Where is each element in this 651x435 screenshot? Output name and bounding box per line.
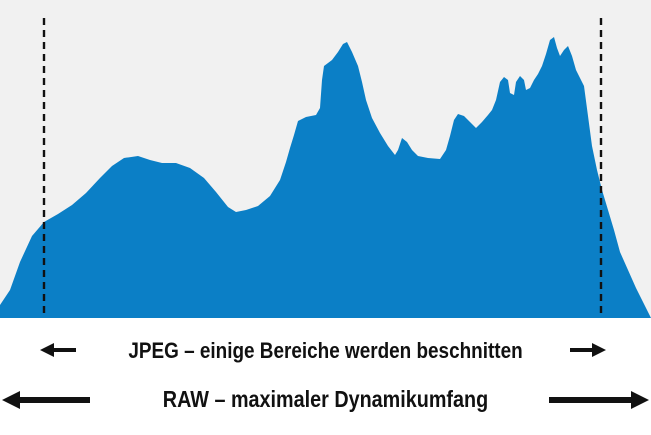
jpeg-range-row: JPEG – einige Bereiche werden beschnitte… — [0, 330, 651, 370]
histogram-shape — [0, 37, 651, 318]
range-legend: JPEG – einige Bereiche werden beschnitte… — [0, 318, 651, 435]
raw-range-row: RAW – maximaler Dynamikumfang — [0, 380, 651, 420]
jpeg-range-label: JPEG – einige Bereiche werden beschnitte… — [128, 338, 523, 363]
arrow-right-icon — [549, 391, 649, 409]
raw-range-label: RAW – maximaler Dynamikumfang — [162, 386, 489, 412]
arrow-left-icon — [2, 391, 90, 409]
arrow-right-icon — [570, 343, 606, 357]
histogram-svg — [0, 18, 651, 318]
arrow-left-icon — [40, 343, 76, 357]
histogram-plot-area — [0, 0, 651, 318]
